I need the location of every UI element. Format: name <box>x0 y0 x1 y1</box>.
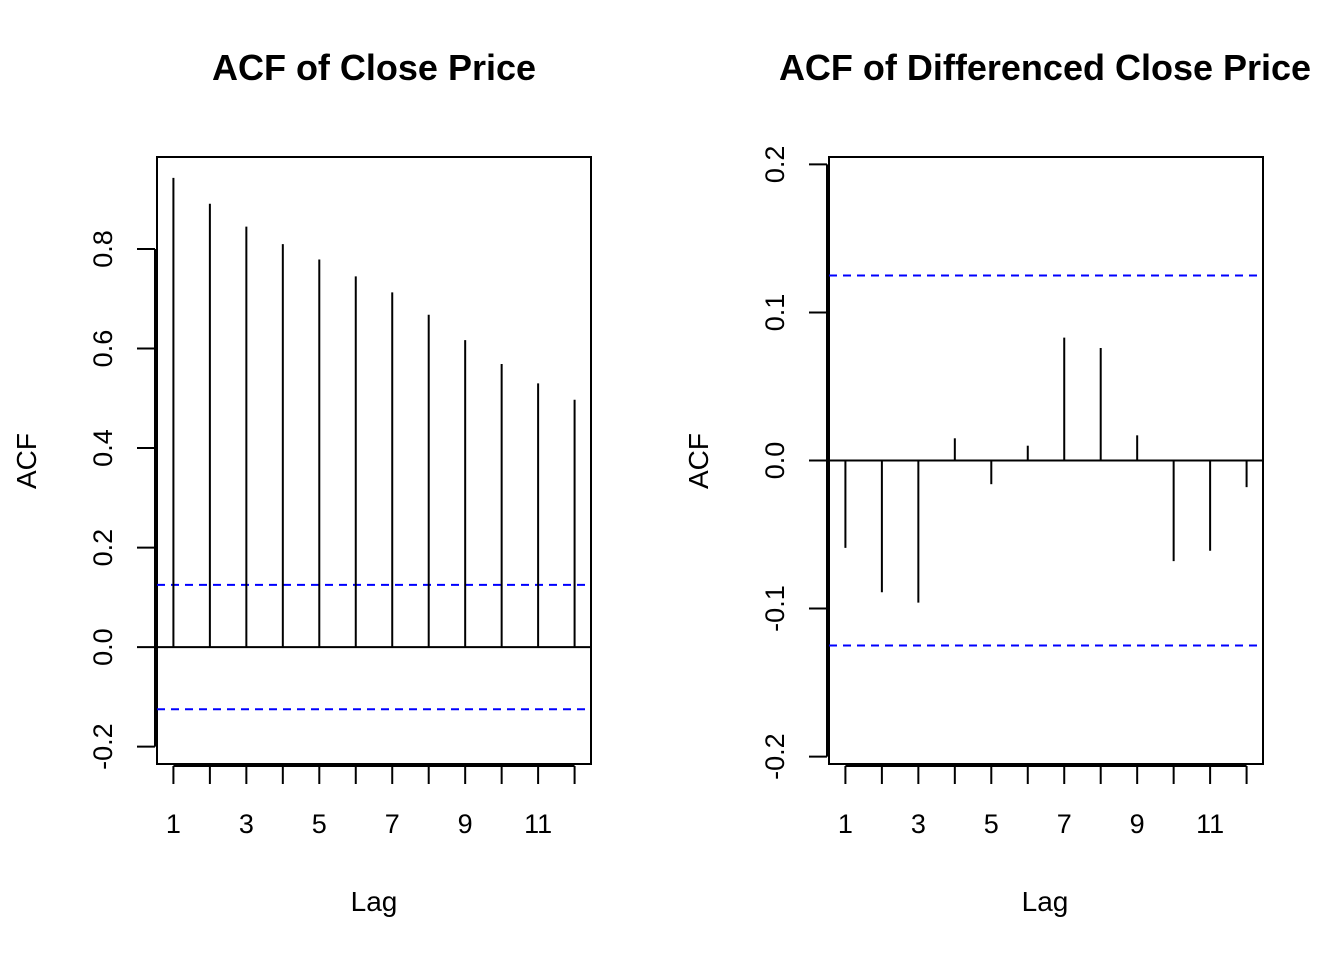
x-tick-label: 7 <box>1057 809 1072 839</box>
x-axis-label: Lag <box>1022 886 1069 917</box>
x-tick-label: 11 <box>524 809 552 839</box>
x-tick-label: 7 <box>385 809 400 839</box>
x-tick-label: 3 <box>239 809 254 839</box>
y-tick-label: 0.0 <box>88 628 118 666</box>
x-tick-label: 3 <box>911 809 926 839</box>
chart-title: ACF of Differenced Close Price <box>779 47 1311 88</box>
y-tick-label: 0.0 <box>760 442 790 480</box>
x-tick-label: 1 <box>838 809 853 839</box>
y-tick-label: 0.8 <box>88 230 118 268</box>
y-axis-label: ACF <box>683 433 714 489</box>
y-tick-label: -0.2 <box>88 723 118 770</box>
y-tick-label: -0.1 <box>760 585 790 632</box>
y-tick-label: 0.1 <box>760 294 790 332</box>
acf-differenced-close-price-panel: ACF of Differenced Close Price Lag ACF 1… <box>683 47 1311 917</box>
plot-area: 1 3 5 7 9 11 -0.2 -0.1 0.0 0.1 0.2 <box>760 146 1264 839</box>
acf-close-price-panel: ACF of Close Price Lag ACF 1 3 5 7 9 11 -0.2 0.… <box>11 47 592 917</box>
x-tick-label: 5 <box>312 809 327 839</box>
x-tick-label: 11 <box>1196 809 1224 839</box>
y-tick-label: 0.2 <box>760 146 790 184</box>
chart-title: ACF of Close Price <box>212 47 536 88</box>
y-axis-label: ACF <box>11 433 42 489</box>
y-tick-label: -0.2 <box>760 733 790 780</box>
plot-frame <box>156 156 592 765</box>
x-tick-label: 1 <box>166 809 181 839</box>
x-axis-label: Lag <box>351 886 398 917</box>
x-tick-label: 5 <box>984 809 999 839</box>
y-tick-label: 0.6 <box>88 330 118 368</box>
plot-area: 1 3 5 7 9 11 -0.2 0.0 0.2 0.4 0.6 0.8 <box>88 156 592 839</box>
y-tick-label: 0.4 <box>88 429 118 467</box>
x-tick-label: 9 <box>458 809 473 839</box>
x-tick-label: 9 <box>1130 809 1145 839</box>
y-tick-label: 0.2 <box>88 529 118 567</box>
